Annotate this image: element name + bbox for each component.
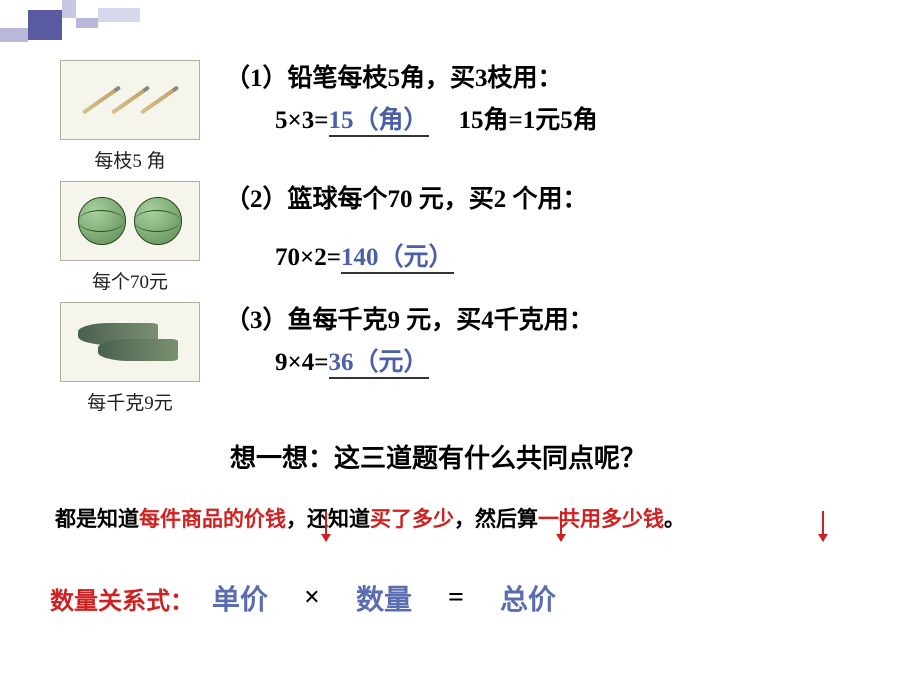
deco-block [0, 28, 28, 42]
key-term: 一共用多少钱 [538, 507, 664, 531]
equation-answer: 140（元） [341, 244, 454, 274]
text: ，还知道 [286, 507, 370, 531]
formula-row: 数量关系式： 单价 × 数量 = 总价 [50, 578, 880, 618]
equation-answer: 36（元） [329, 349, 429, 379]
item-caption: 每个70元 [50, 267, 210, 294]
equation-left: 9×4= [275, 349, 329, 376]
deco-block [98, 8, 140, 22]
equation-left: 70×2= [275, 244, 341, 271]
slide-content: 每枝5 角（1）铅笔每枝5角，买3枝用：5×3=15（角）15角=1元5角每个7… [50, 60, 880, 618]
equation-line: 5×3=15（角） 15角=1元5角 [275, 100, 880, 136]
conclusion-line: 都是知道每件商品的价钱，还知道买了多少，然后算一共用多少钱。 [55, 503, 880, 533]
problem-text: （3）鱼每千克9 元，买4千克用：9×4=36（元） [210, 302, 880, 378]
key-term: 买了多少 [370, 507, 454, 531]
arrow-down-icon [560, 511, 562, 541]
think-prompt: 想一想：这三道题有什么共同点呢？ [230, 438, 880, 475]
extra-conversion: 15角=1元5角 [459, 107, 598, 134]
problem-row: 每个70元 （2）篮球每个70 元，买2 个用： 70×2=140（元） [50, 181, 880, 302]
equals-icon: = [448, 582, 464, 614]
item-visual: 每个70元 [50, 181, 210, 302]
formula-term-total: 总价 [500, 578, 556, 618]
equation-line: 70×2=140（元） [275, 237, 880, 273]
deco-block [28, 10, 62, 40]
corner-decoration [0, 0, 150, 45]
item-caption: 每枝5 角 [50, 146, 210, 173]
item-visual: 每枝5 角 [50, 60, 210, 181]
problem-row: 每枝5 角 （1）铅笔每枝5角，买3枝用： 5×3=15（角） 15角=1元5角 [50, 60, 880, 181]
formula-term-price: 单价 [212, 578, 268, 618]
equation-line: 9×4=36（元） [275, 342, 880, 378]
equation-left: 5×3= [275, 107, 329, 134]
problem-text: （1）铅笔每枝5角，买3枝用： 5×3=15（角） 15角=1元5角 [210, 60, 880, 136]
problem-row: 每千克9元（3）鱼每千克9 元，买4千克用：9×4=36（元） [50, 302, 880, 423]
item-visual: 每千克9元 [50, 302, 210, 423]
fish-icon [60, 302, 200, 382]
balls-icon [60, 181, 200, 261]
problem-text: （2）篮球每个70 元，买2 个用： 70×2=140（元） [210, 181, 880, 273]
arrow-down-icon [325, 511, 327, 541]
problem-statement: （3）鱼每千克9 元，买4千克用： [225, 302, 880, 340]
deco-block [62, 0, 76, 18]
text: 。 [664, 507, 685, 531]
problem-statement: （1）铅笔每枝5角，买3枝用： [225, 60, 880, 98]
text: 都是知道 [55, 507, 139, 531]
multiply-icon: × [304, 582, 320, 614]
problem-statement: （2）篮球每个70 元，买2 个用： [225, 181, 880, 219]
equation-answer: 15（角） [329, 107, 429, 137]
formula-term-qty: 数量 [356, 578, 412, 618]
deco-block [76, 18, 98, 28]
pencils-icon [60, 60, 200, 140]
formula-label: 数量关系式： [50, 581, 194, 616]
item-caption: 每千克9元 [50, 388, 210, 415]
key-term: 每件商品的价钱 [139, 507, 286, 531]
arrow-down-icon [822, 511, 824, 541]
text: ，然后算 [454, 507, 538, 531]
